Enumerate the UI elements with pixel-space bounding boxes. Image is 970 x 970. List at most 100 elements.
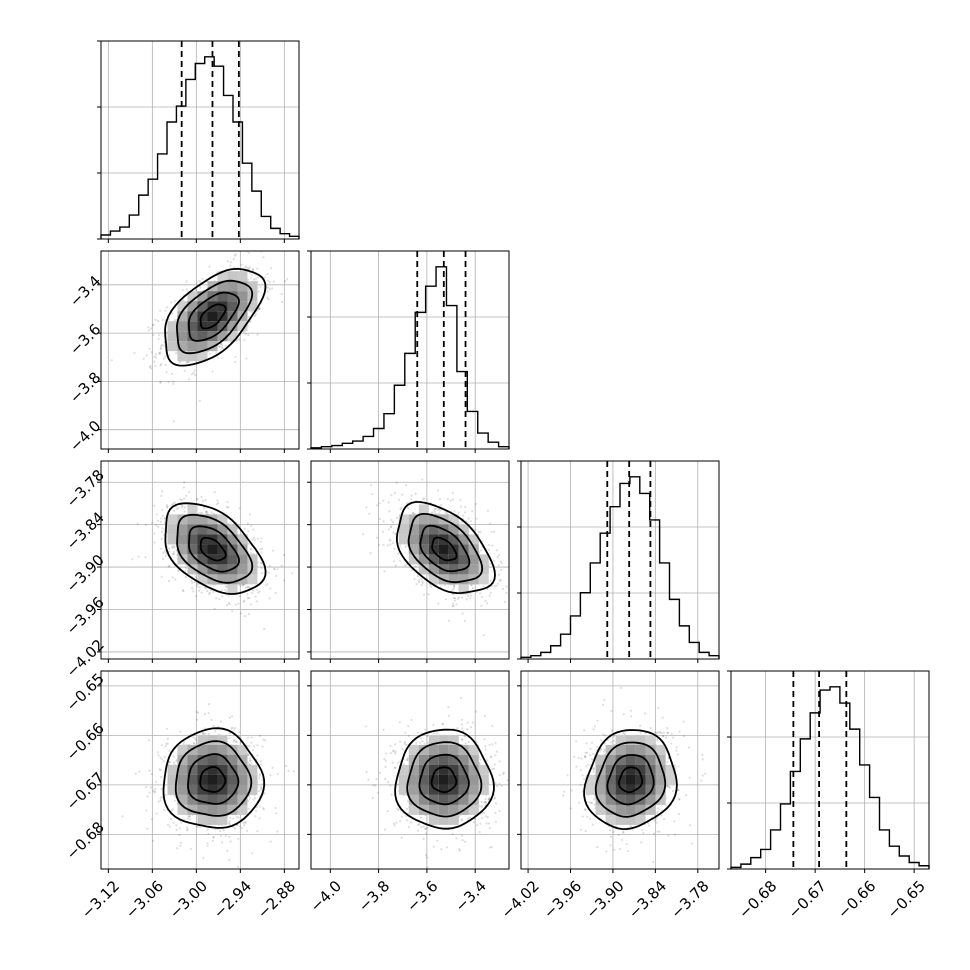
sample-point [153, 504, 156, 507]
sample-point [173, 300, 176, 303]
sample-point [469, 597, 472, 600]
sample-point [422, 497, 425, 500]
sample-point [268, 564, 271, 568]
sample-point [166, 506, 169, 509]
sample-point [398, 559, 402, 562]
sample-point [412, 511, 415, 515]
sample-point [257, 307, 260, 310]
sample-point [173, 501, 176, 504]
sample-point [244, 265, 248, 268]
sample-point [431, 511, 434, 514]
sample-point [252, 536, 256, 540]
sample-point [371, 493, 374, 496]
sample-point [230, 715, 233, 718]
sample-point [172, 553, 175, 556]
sample-point [433, 508, 436, 511]
sample-point [451, 492, 454, 495]
sample-point [155, 524, 158, 527]
y-tick-label: −3.6 [66, 320, 104, 358]
sample-point [469, 594, 472, 597]
density-cell [177, 514, 188, 525]
density-cell [197, 301, 208, 312]
density-cell [458, 554, 469, 565]
sample-point [456, 597, 459, 601]
sample-point [499, 560, 502, 563]
density-cell [458, 524, 469, 535]
sample-point [259, 773, 262, 776]
sample-point [190, 373, 194, 376]
sample-point [212, 836, 215, 839]
sample-point [194, 739, 198, 742]
scatter-panel-3-2 [307, 460, 510, 663]
sample-point [500, 562, 503, 565]
sample-point [185, 826, 188, 829]
sample-point [157, 800, 160, 803]
sample-point [153, 355, 156, 358]
density-cell [227, 764, 238, 775]
sample-point [260, 551, 263, 554]
sample-point [174, 351, 178, 354]
sample-point [201, 277, 204, 280]
sample-point [269, 774, 272, 777]
sample-point [259, 785, 262, 788]
sample-point [254, 539, 257, 542]
sample-point [500, 568, 503, 571]
sample-point [254, 815, 257, 818]
sample-point [240, 263, 243, 266]
sample-point [213, 491, 216, 494]
x-tick-label: −3.00 [166, 877, 211, 922]
sample-point [236, 865, 240, 869]
sample-point [196, 585, 199, 588]
sample-point [208, 352, 211, 355]
sample-point [420, 583, 423, 587]
sample-point [258, 774, 261, 778]
sample-point [453, 509, 456, 513]
sample-point [233, 739, 236, 742]
sample-point [459, 498, 462, 502]
sample-point [482, 585, 485, 588]
scatter-panel-3-1: −4.02−3.96−3.90−3.84−3.78 [63, 460, 300, 681]
density-cell [177, 524, 188, 535]
density-cell [468, 544, 479, 555]
sample-point [211, 839, 215, 842]
sample-point [226, 604, 229, 607]
sample-point [196, 281, 199, 284]
sample-point [154, 356, 157, 359]
sample-point [453, 585, 456, 588]
sample-point [148, 769, 151, 773]
sample-point [244, 820, 247, 823]
sample-point [432, 845, 435, 848]
sample-point [172, 380, 175, 383]
sample-point [429, 584, 432, 587]
density-cell [408, 534, 419, 545]
sample-point [156, 751, 159, 754]
sample-point [164, 309, 167, 312]
sample-point [176, 847, 179, 850]
sample-point [187, 815, 190, 818]
sample-point [152, 323, 155, 326]
density-cell [237, 804, 248, 815]
histogram-step [100, 56, 300, 239]
sample-point [489, 591, 492, 594]
sample-point [263, 276, 266, 279]
density-cell [428, 524, 439, 535]
sample-point [160, 343, 163, 346]
x-tick-label: −0.65 [884, 877, 929, 922]
sample-point [178, 361, 181, 364]
sample-point [480, 604, 483, 607]
sample-point [171, 553, 174, 556]
sample-point [179, 841, 182, 844]
sample-point [232, 817, 235, 820]
sample-point [404, 741, 407, 744]
sample-point [260, 763, 263, 766]
sample-point [160, 517, 163, 520]
sample-point [208, 592, 211, 595]
density-cell [408, 524, 419, 535]
sample-point [259, 548, 262, 551]
sample-point [392, 520, 395, 524]
sample-point [260, 537, 263, 540]
density-cell [187, 544, 198, 555]
sample-point [267, 571, 270, 574]
sample-point [147, 326, 150, 329]
sample-point [230, 727, 233, 730]
